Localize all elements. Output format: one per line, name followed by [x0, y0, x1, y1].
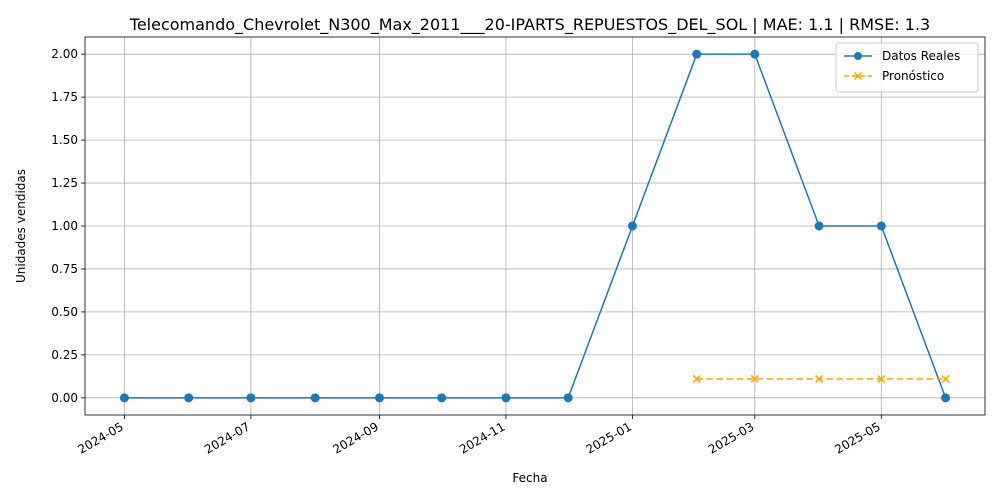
- x-tick-label: 2024-11: [457, 419, 507, 456]
- forecast-point: [692, 374, 701, 383]
- data-point: [119, 393, 129, 403]
- legend-label-forecast: Pronóstico: [882, 69, 944, 83]
- y-axis-ticks: 0.00 0.25 0.50 0.75 1.00 1.25 1.50 1.75 2.00: [51, 47, 85, 405]
- data-point: [501, 393, 511, 403]
- y-tick-label: 1.75: [51, 90, 78, 104]
- y-tick-label: 0.00: [51, 391, 78, 405]
- forecast-point: [941, 374, 950, 383]
- data-point: [627, 221, 637, 231]
- series-layer: [119, 49, 951, 403]
- y-tick-label: 1.00: [51, 219, 78, 233]
- x-tick-label: 2024-07: [202, 419, 252, 456]
- y-tick-label: 2.00: [51, 47, 78, 61]
- data-point: [374, 393, 384, 403]
- data-point: [750, 49, 760, 59]
- data-point: [814, 221, 824, 231]
- x-tick-label: 2024-09: [331, 419, 381, 456]
- y-tick-label: 0.75: [51, 262, 78, 276]
- y-axis-label: Unidades vendidas: [14, 169, 28, 283]
- x-axis-label: Fecha: [512, 471, 547, 485]
- data-point: [876, 221, 886, 231]
- forecast-point: [815, 374, 824, 383]
- y-tick-label: 1.50: [51, 133, 78, 147]
- forecast-point: [750, 374, 759, 383]
- x-tick-label: 2025-01: [584, 419, 634, 456]
- legend: Datos Reales Pronóstico: [835, 42, 979, 93]
- data-point: [941, 393, 951, 403]
- chart-title: Telecomando_Chevrolet_N300_Max_2011___20…: [129, 15, 930, 35]
- data-point: [437, 393, 447, 403]
- y-tick-label: 0.25: [51, 348, 78, 362]
- forecast-point: [877, 374, 886, 383]
- x-axis-ticks: 2024-05 2024-07 2024-09 2024-11 2025-01 2025-…: [75, 415, 883, 457]
- x-tick-label: 2025-03: [706, 419, 756, 456]
- data-point: [310, 393, 320, 403]
- legend-label-real: Datos Reales: [882, 49, 960, 63]
- x-tick-label: 2025-05: [832, 419, 882, 456]
- x-tick-label: 2024-05: [75, 419, 125, 456]
- series-line-0: [124, 53, 947, 399]
- data-point: [184, 393, 194, 403]
- legend-marker-real: [854, 52, 862, 60]
- y-tick-label: 1.25: [51, 176, 78, 190]
- y-tick-label: 0.50: [51, 305, 78, 319]
- data-point: [246, 393, 256, 403]
- legend-marker-forecast: [853, 71, 863, 81]
- data-point: [563, 393, 573, 403]
- data-point: [692, 49, 702, 59]
